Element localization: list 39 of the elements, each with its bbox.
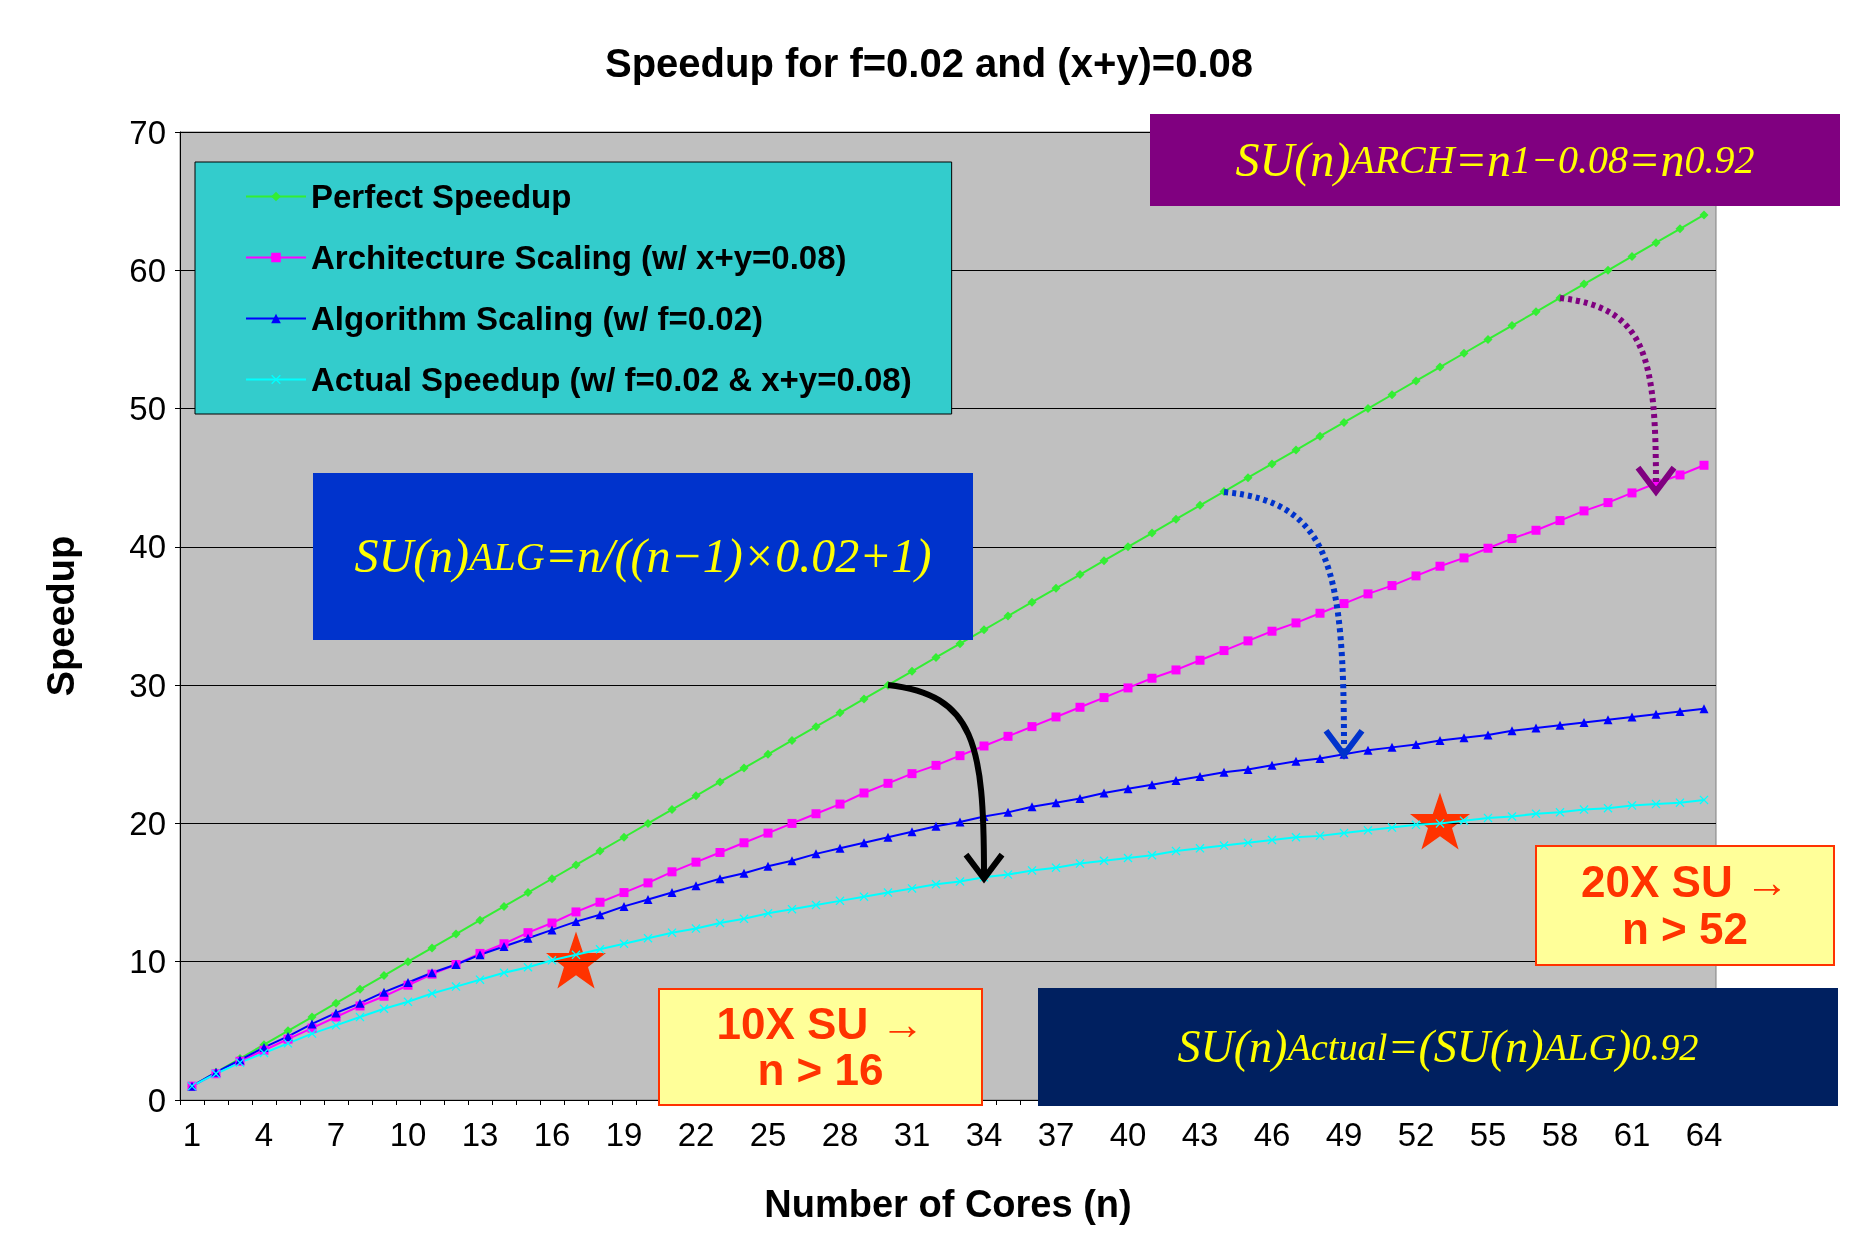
y-tick-label: 0 [147, 1081, 166, 1119]
callout-box: 20X SU → n > 52 [1535, 845, 1835, 966]
x-tick-label: 10 [389, 1116, 427, 1153]
x-tick-label: 55 [1469, 1116, 1507, 1153]
x-tick-label: 16 [533, 1116, 571, 1153]
y-axis-title: Speedup [40, 535, 82, 697]
x-tick-label: 34 [965, 1116, 1003, 1153]
y-tick-label: 40 [129, 528, 166, 566]
x-tick-label: 1 [182, 1116, 202, 1153]
callout-box: 10X SU → n > 16 [658, 988, 983, 1106]
legend-label: Algorithm Scaling (w/ f=0.02) [311, 300, 763, 337]
y-tick-label: 70 [129, 113, 166, 151]
x-tick-label: 43 [1181, 1116, 1219, 1153]
x-tick-label: 37 [1037, 1116, 1075, 1153]
y-tick-label: 50 [129, 390, 166, 428]
x-tick-label: 19 [605, 1116, 643, 1153]
y-tick-label: 30 [129, 666, 166, 704]
x-tick-label: 31 [893, 1116, 931, 1153]
x-tick-label: 64 [1685, 1116, 1723, 1153]
legend-label: Perfect Speedup [311, 178, 572, 215]
x-tick-label: 25 [749, 1116, 787, 1153]
x-tick-label: 52 [1397, 1116, 1435, 1153]
x-tick-label: 61 [1613, 1116, 1651, 1153]
x-tick-label: 46 [1253, 1116, 1291, 1153]
y-tick-label: 10 [129, 943, 166, 981]
x-tick-label: 49 [1325, 1116, 1363, 1153]
x-tick-label: 22 [677, 1116, 715, 1153]
x-tick-label: 58 [1541, 1116, 1579, 1153]
x-tick-label: 13 [461, 1116, 499, 1153]
x-axis-title: Number of Cores (n) [764, 1183, 1132, 1225]
chart-title: Speedup for f=0.02 and (x+y)=0.08 [604, 41, 1254, 85]
legend-label: Actual Speedup (w/ f=0.02 & x+y=0.08) [311, 361, 912, 398]
x-tick-label: 4 [254, 1116, 274, 1153]
y-tick-label: 60 [129, 251, 166, 289]
x-tick-label: 7 [326, 1116, 346, 1153]
legend-label: Architecture Scaling (w/ x+y=0.08) [311, 239, 847, 276]
x-tick-label: 28 [821, 1116, 859, 1153]
x-tick-label: 40 [1109, 1116, 1147, 1153]
y-tick-label: 20 [129, 804, 166, 842]
